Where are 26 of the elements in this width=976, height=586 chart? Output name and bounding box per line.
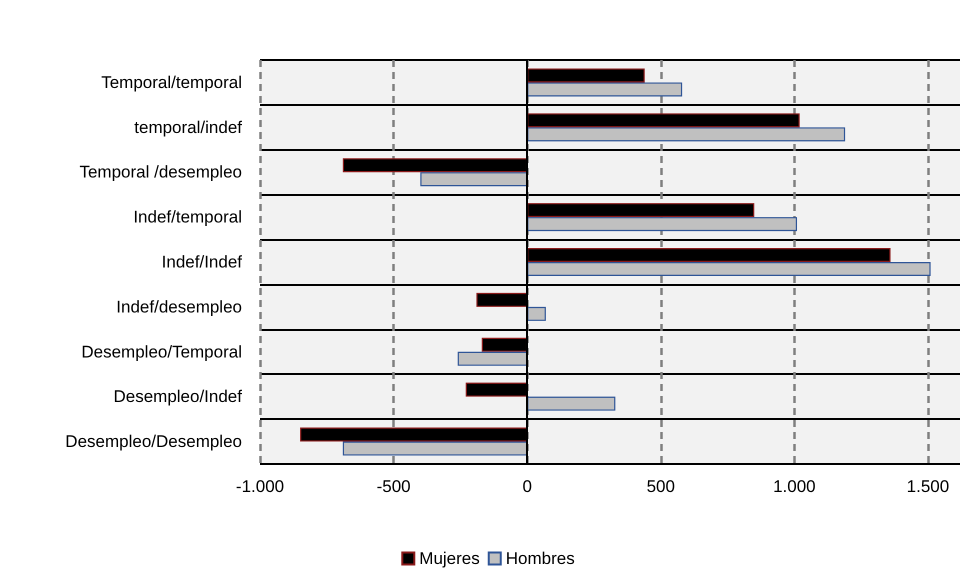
bar bbox=[458, 352, 528, 366]
y-tick-label: Desempleo/Indef bbox=[113, 387, 242, 406]
bar bbox=[527, 127, 846, 142]
x-tick-label: 0 bbox=[522, 477, 532, 496]
bar bbox=[527, 217, 798, 232]
y-tick-label: Desempleo/Desempleo bbox=[65, 432, 242, 452]
x-tick-label: 1.500 bbox=[906, 477, 950, 496]
x-tick-label: -1.000 bbox=[236, 477, 284, 496]
bar bbox=[342, 442, 528, 456]
legend-label: Mujeres bbox=[419, 549, 480, 568]
x-tick-label: 1.000 bbox=[773, 477, 816, 496]
x-tick-label: 500 bbox=[646, 477, 675, 496]
bar bbox=[527, 306, 546, 321]
legend-label: Hombres bbox=[506, 549, 575, 568]
y-tick-label: Temporal /desempleo bbox=[79, 162, 242, 182]
y-tick-label: Desempleo/Temporal bbox=[81, 342, 242, 362]
y-tick-label: Indef/temporal bbox=[133, 208, 242, 227]
bar bbox=[527, 262, 931, 276]
y-tick-label: temporal/indef bbox=[134, 118, 242, 137]
y-tick-label: Temporal/temporal bbox=[101, 72, 242, 92]
bar bbox=[420, 172, 528, 186]
x-tick-label: -500 bbox=[376, 477, 411, 496]
y-tick-label: Indef/Indef bbox=[162, 252, 242, 272]
y-tick-label: Indef/desempleo bbox=[116, 297, 242, 316]
bar bbox=[527, 396, 616, 411]
bar bbox=[527, 82, 682, 96]
